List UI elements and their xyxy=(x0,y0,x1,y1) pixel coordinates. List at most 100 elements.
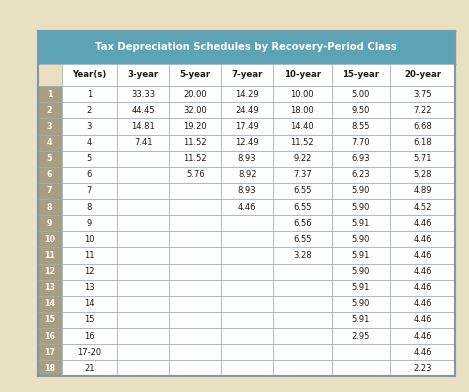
Text: 12: 12 xyxy=(44,267,55,276)
Text: 16: 16 xyxy=(84,332,95,341)
Text: 20.00: 20.00 xyxy=(183,90,207,99)
Text: 11.52: 11.52 xyxy=(183,138,207,147)
Text: 7.41: 7.41 xyxy=(134,138,152,147)
Text: 8.93: 8.93 xyxy=(238,154,257,163)
Text: 7-year: 7-year xyxy=(232,71,263,79)
Text: 9: 9 xyxy=(87,219,92,228)
Text: 14.81: 14.81 xyxy=(131,122,155,131)
Text: 11.52: 11.52 xyxy=(183,154,207,163)
Text: 7.70: 7.70 xyxy=(351,138,370,147)
Text: 6.56: 6.56 xyxy=(293,219,312,228)
Text: 14.29: 14.29 xyxy=(235,90,259,99)
Text: 12: 12 xyxy=(84,267,95,276)
Text: 4.46: 4.46 xyxy=(413,219,432,228)
Text: 9.50: 9.50 xyxy=(352,106,370,115)
Text: 11.52: 11.52 xyxy=(290,138,314,147)
Text: 1: 1 xyxy=(87,90,92,99)
Text: 12.49: 12.49 xyxy=(235,138,259,147)
Text: 17: 17 xyxy=(44,348,55,357)
Text: 5.90: 5.90 xyxy=(352,299,370,308)
Text: 5.90: 5.90 xyxy=(352,267,370,276)
Text: 5.91: 5.91 xyxy=(352,316,370,325)
Text: 6.23: 6.23 xyxy=(351,171,370,180)
Text: 5.90: 5.90 xyxy=(352,235,370,244)
Text: 1: 1 xyxy=(47,90,53,99)
Text: 4.46: 4.46 xyxy=(413,251,432,260)
Text: 4.46: 4.46 xyxy=(413,283,432,292)
Text: 4: 4 xyxy=(47,138,53,147)
Text: 5: 5 xyxy=(47,154,53,163)
Text: Tax Depreciation Schedules by Recovery-Period Class: Tax Depreciation Schedules by Recovery-P… xyxy=(95,42,397,53)
Text: 8.92: 8.92 xyxy=(238,171,257,180)
Text: 5.76: 5.76 xyxy=(186,171,204,180)
Text: 6: 6 xyxy=(87,171,92,180)
Text: 6.68: 6.68 xyxy=(413,122,432,131)
Text: 8: 8 xyxy=(87,203,92,212)
Text: 4.46: 4.46 xyxy=(413,299,432,308)
Text: 8: 8 xyxy=(47,203,53,212)
Text: 15: 15 xyxy=(84,316,95,325)
Text: 21: 21 xyxy=(84,364,95,373)
Text: 11: 11 xyxy=(84,251,95,260)
Text: 17.49: 17.49 xyxy=(235,122,259,131)
Text: 5.71: 5.71 xyxy=(413,154,432,163)
Text: 4.46: 4.46 xyxy=(413,348,432,357)
Text: 6.18: 6.18 xyxy=(413,138,432,147)
Text: 24.49: 24.49 xyxy=(235,106,259,115)
Text: 9.22: 9.22 xyxy=(293,154,311,163)
Text: 8.55: 8.55 xyxy=(352,122,370,131)
Text: 5.90: 5.90 xyxy=(352,203,370,212)
Text: 33.33: 33.33 xyxy=(131,90,155,99)
Text: Year(s): Year(s) xyxy=(72,71,106,79)
Text: 10-year: 10-year xyxy=(284,71,321,79)
Text: 13: 13 xyxy=(44,283,55,292)
Text: 14.40: 14.40 xyxy=(290,122,314,131)
Text: 2: 2 xyxy=(47,106,53,115)
Text: 16: 16 xyxy=(44,332,55,341)
Text: 5-year: 5-year xyxy=(180,71,211,79)
Text: 17-20: 17-20 xyxy=(77,348,101,357)
Text: 5.91: 5.91 xyxy=(352,283,370,292)
Text: 4.46: 4.46 xyxy=(238,203,257,212)
Text: 5.00: 5.00 xyxy=(352,90,370,99)
Text: 44.45: 44.45 xyxy=(131,106,155,115)
Text: 2.23: 2.23 xyxy=(413,364,432,373)
Text: 15-year: 15-year xyxy=(342,71,379,79)
Text: 4.46: 4.46 xyxy=(413,267,432,276)
Text: 5.28: 5.28 xyxy=(413,171,432,180)
Text: 5.91: 5.91 xyxy=(352,251,370,260)
Text: 4.52: 4.52 xyxy=(413,203,431,212)
Text: 2.95: 2.95 xyxy=(352,332,370,341)
Text: 9: 9 xyxy=(47,219,53,228)
Text: 5.90: 5.90 xyxy=(352,187,370,196)
Text: 18: 18 xyxy=(44,364,55,373)
Text: 18.00: 18.00 xyxy=(290,106,314,115)
Text: 6.55: 6.55 xyxy=(293,235,311,244)
Text: 7: 7 xyxy=(87,187,92,196)
Text: 4.46: 4.46 xyxy=(413,316,432,325)
Text: 2: 2 xyxy=(87,106,92,115)
Text: 3.75: 3.75 xyxy=(413,90,432,99)
Text: 7.22: 7.22 xyxy=(413,106,432,115)
Text: 4.89: 4.89 xyxy=(413,187,432,196)
Text: 10: 10 xyxy=(44,235,55,244)
Text: 3: 3 xyxy=(47,122,53,131)
Text: 6: 6 xyxy=(47,171,53,180)
Text: 3.28: 3.28 xyxy=(293,251,312,260)
Text: 32.00: 32.00 xyxy=(183,106,207,115)
Text: 19.20: 19.20 xyxy=(183,122,207,131)
Text: 3: 3 xyxy=(87,122,92,131)
Text: 6.93: 6.93 xyxy=(351,154,370,163)
Text: 6.55: 6.55 xyxy=(293,187,311,196)
Text: 14: 14 xyxy=(44,299,55,308)
Text: 13: 13 xyxy=(84,283,95,292)
Text: 7: 7 xyxy=(47,187,53,196)
Text: 4: 4 xyxy=(87,138,92,147)
Text: 11: 11 xyxy=(44,251,55,260)
Text: 6.55: 6.55 xyxy=(293,203,311,212)
Text: 10: 10 xyxy=(84,235,95,244)
Text: 3-year: 3-year xyxy=(128,71,159,79)
Text: 4.46: 4.46 xyxy=(413,235,432,244)
Text: 5.91: 5.91 xyxy=(352,219,370,228)
Text: 10.00: 10.00 xyxy=(290,90,314,99)
